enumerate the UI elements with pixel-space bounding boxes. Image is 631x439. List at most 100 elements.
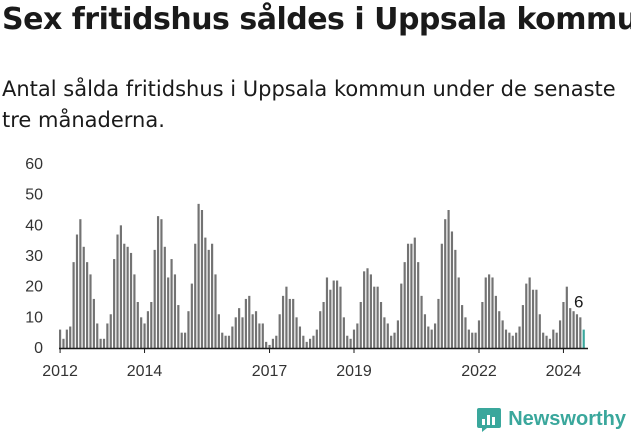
bar <box>204 237 207 348</box>
bar <box>440 243 443 348</box>
bar <box>248 295 251 348</box>
bar <box>565 286 568 348</box>
bar <box>511 335 514 348</box>
bar <box>498 311 501 348</box>
bar <box>69 326 72 348</box>
bar <box>545 335 548 348</box>
bar <box>369 274 372 348</box>
bar <box>288 298 291 348</box>
bar <box>281 295 285 348</box>
x-tick-label: 2012 <box>42 363 78 380</box>
bar <box>258 323 261 348</box>
bar <box>454 249 457 348</box>
bar <box>555 332 558 348</box>
bar <box>579 317 582 348</box>
bar <box>197 203 200 348</box>
bar <box>177 305 180 348</box>
bar <box>349 338 352 348</box>
bar <box>231 326 234 348</box>
bar <box>373 286 376 348</box>
bar <box>214 274 217 348</box>
bar <box>298 326 302 348</box>
bar <box>312 335 315 348</box>
bar <box>146 311 150 348</box>
bar <box>363 271 366 348</box>
data-label-latest: 6 <box>574 293 583 312</box>
bar <box>515 332 518 348</box>
y-tick-label: 20 <box>25 279 43 296</box>
bar <box>86 262 89 348</box>
bar <box>217 314 220 348</box>
bar <box>531 289 535 348</box>
bar <box>102 338 106 348</box>
bar <box>376 286 379 348</box>
bar <box>542 332 545 348</box>
bar <box>187 311 190 348</box>
bar <box>447 210 450 348</box>
x-tick-label: 2022 <box>461 363 497 380</box>
bar <box>227 335 231 348</box>
bar <box>275 335 278 348</box>
bar <box>285 286 288 348</box>
bar <box>143 323 146 348</box>
bar <box>315 329 318 348</box>
bar <box>126 246 129 348</box>
x-tick-label: 2024 <box>546 363 582 380</box>
bar <box>417 262 420 348</box>
bar <box>552 329 555 348</box>
bar <box>477 320 481 348</box>
bar <box>79 219 82 348</box>
bar <box>332 280 335 348</box>
bar <box>319 311 322 348</box>
bar <box>390 335 393 348</box>
bar <box>308 338 312 348</box>
bar <box>113 259 116 348</box>
bar <box>292 298 295 348</box>
bar <box>521 305 524 348</box>
bar <box>160 219 163 348</box>
bar <box>474 332 477 348</box>
bar <box>211 243 214 348</box>
bar <box>433 323 437 348</box>
bar <box>518 326 521 348</box>
bar <box>464 317 467 348</box>
bar <box>224 335 227 348</box>
bar <box>410 243 413 348</box>
bar <box>575 314 579 348</box>
bar <box>295 317 298 348</box>
y-tick-label: 60 <box>25 156 43 173</box>
bar <box>342 317 345 348</box>
brand-name: Newsworthy <box>508 407 626 430</box>
bar <box>427 326 430 348</box>
bar <box>305 341 308 348</box>
bar <box>403 262 406 348</box>
bar <box>207 249 210 348</box>
bar <box>156 216 160 348</box>
bar <box>238 308 241 348</box>
bar <box>221 332 224 348</box>
newsworthy-brand: Newsworthy <box>476 406 626 432</box>
bar <box>322 302 325 348</box>
bar <box>400 283 403 348</box>
bar <box>386 323 389 348</box>
bar <box>251 314 254 348</box>
bar <box>558 320 562 348</box>
bar <box>481 302 484 348</box>
bar <box>75 234 79 348</box>
bar <box>136 302 139 348</box>
bar <box>106 323 109 348</box>
bar <box>572 311 575 348</box>
x-tick-label: 2014 <box>127 363 163 380</box>
bar <box>352 329 356 348</box>
bar <box>548 338 552 348</box>
bar <box>538 314 541 348</box>
bar <box>501 320 504 348</box>
x-tick-label: 2019 <box>336 363 372 380</box>
bar <box>467 329 470 348</box>
bar <box>336 280 339 348</box>
bar <box>356 323 359 348</box>
bar <box>133 274 136 348</box>
bar <box>461 305 464 348</box>
bar <box>423 314 427 348</box>
bar <box>180 332 183 348</box>
